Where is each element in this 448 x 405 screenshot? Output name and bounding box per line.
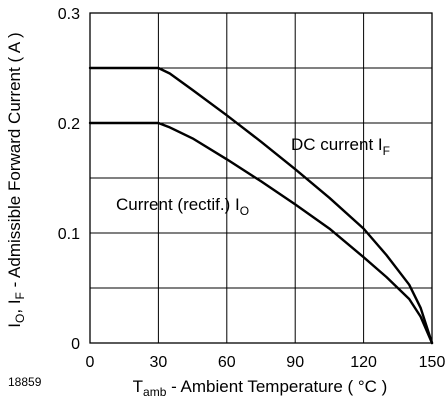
y-tick-label: 0.2	[58, 116, 80, 133]
series-label-1: Current (rectif.) IO	[116, 195, 249, 218]
x-axis-label: Tamb - Ambient Temperature ( °C )	[133, 377, 388, 399]
x-tick-label: 150	[419, 354, 446, 371]
grid	[89, 12, 433, 344]
x-tick-label: 90	[286, 354, 304, 371]
y-tick-label: 0.3	[58, 6, 80, 23]
series-line-1	[88, 121, 434, 345]
series-label-0: DC current IF	[291, 135, 390, 158]
x-tick-label: 30	[150, 354, 168, 371]
y-tick-labels: 0 0.1 0.2 0.3	[58, 6, 80, 353]
x-tick-label: 120	[350, 354, 377, 371]
series-layer	[88, 66, 434, 345]
plot-frame	[89, 12, 433, 344]
y-tick-label: 0.1	[58, 226, 80, 243]
series-labels: DC current IF Current (rectif.) IO	[116, 135, 390, 218]
x-tick-labels: 0 30 60 90 120 150	[86, 354, 446, 371]
x-tick-label: 60	[218, 354, 236, 371]
y-axis-label: IO, IF - Admissible Forward Current ( A …	[5, 32, 27, 327]
y-tick-label: 0	[71, 336, 80, 353]
x-tick-label: 0	[86, 354, 95, 371]
series-line-0	[88, 66, 434, 345]
figure-number: 18859	[8, 375, 42, 389]
